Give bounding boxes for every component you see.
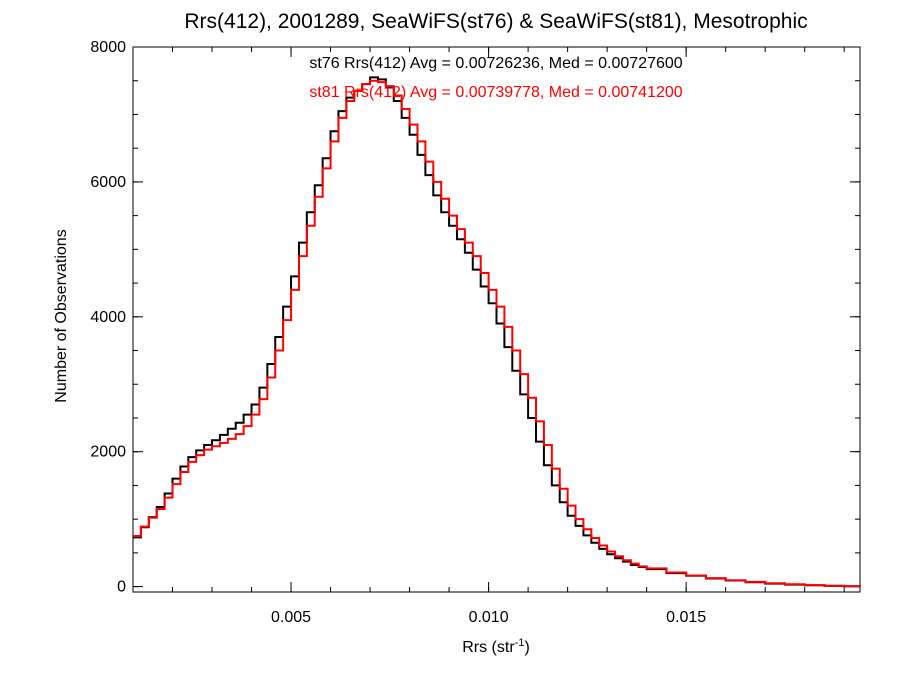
x-axis-label-main: Rrs (str: [462, 639, 515, 656]
y-axis-label: Number of Observations: [53, 229, 70, 402]
annotation-1: st76 Rrs(412) Avg = 0.00726236, Med = 0.…: [309, 55, 682, 72]
y-tick-label: 6000: [90, 174, 126, 191]
y-tick-label: 4000: [90, 309, 126, 326]
annotation-2: st81 Rrs(412) Avg = 0.00739778, Med = 0.…: [309, 84, 682, 101]
x-tick-label: 0.010: [469, 609, 509, 626]
x-tick-label: 0.005: [271, 609, 311, 626]
chart-title: Rrs(412), 2001289, SeaWiFS(st76) & SeaWi…: [184, 10, 807, 33]
series-st76-line: [133, 76, 861, 588]
axis-ticks: 0.005 0.010 0.015 0 2000 4000 6000 8000: [90, 39, 860, 626]
x-axis-label-sup: -1: [515, 637, 525, 649]
y-tick-label: 2000: [90, 444, 126, 461]
x-tick-label: 0.015: [666, 609, 706, 626]
x-axis-label: Rrs (str-1): [462, 637, 530, 656]
plot-frame: [132, 46, 861, 593]
series-st81-line: [133, 79, 861, 588]
annotations: st76 Rrs(412) Avg = 0.00726236, Med = 0.…: [309, 55, 682, 101]
series-lines: [133, 76, 861, 588]
y-tick-label: 0: [117, 579, 126, 596]
y-tick-label: 8000: [90, 39, 126, 56]
x-axis-label-close: ): [524, 639, 529, 656]
